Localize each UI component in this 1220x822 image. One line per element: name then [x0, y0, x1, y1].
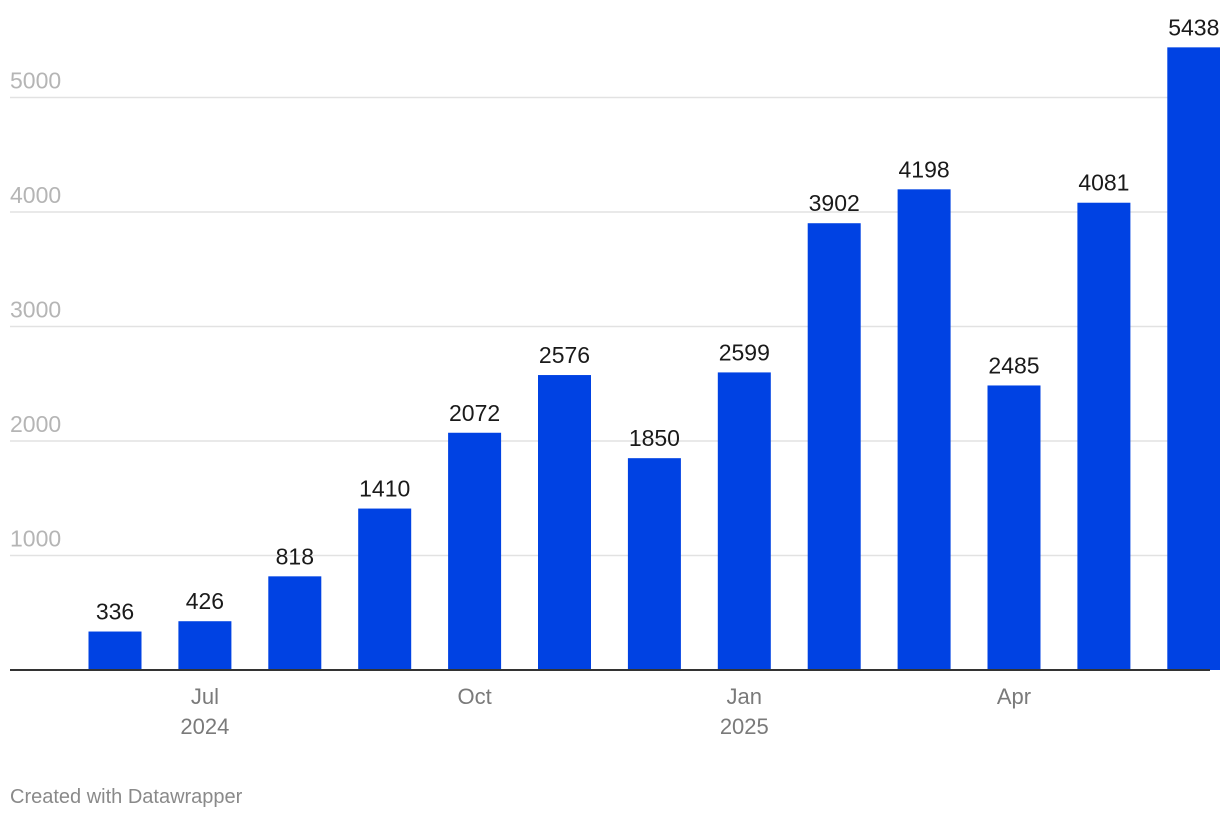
bar-2025-01	[717, 372, 771, 670]
x-tick-label: Jan	[727, 684, 762, 709]
data-label: 2576	[539, 342, 590, 368]
data-label: 426	[186, 588, 224, 614]
x-axis-labels: Jul 2024 Oct Jan 2025 Apr	[180, 684, 1031, 739]
data-label: 1850	[629, 425, 680, 451]
data-labels: 336 426 818 1410 2072 2576 1850 2599 3902 4198 248…	[96, 14, 1220, 624]
data-label: 2485	[988, 352, 1039, 378]
data-label: 336	[96, 599, 134, 625]
x-tick-label: Jul	[191, 684, 219, 709]
data-label: 2072	[449, 400, 500, 426]
x-tick-year-label: 2025	[720, 714, 769, 739]
bar-2025-05	[1077, 202, 1131, 670]
bar-chart: 1000 2000 3000 4000 5000 336 426 818 1410 2072 25…	[10, 14, 1220, 739]
y-tick-label: 2000	[10, 411, 61, 437]
bar-2024-11	[538, 375, 591, 670]
x-tick-year-label: 2024	[180, 714, 229, 739]
x-tick-label: Apr	[997, 684, 1031, 709]
bar-2024-12	[627, 458, 681, 670]
data-label: 1410	[359, 476, 410, 502]
bar-2025-02	[807, 223, 861, 670]
data-label: 4081	[1078, 170, 1129, 196]
y-axis-labels: 1000 2000 3000 4000 5000	[10, 68, 61, 552]
bars	[88, 47, 1220, 671]
data-label: 5438	[1168, 14, 1219, 40]
data-label: 2599	[719, 339, 770, 365]
bar-2024-06	[88, 631, 142, 670]
bar-2024-10	[448, 432, 502, 670]
y-tick-label: 1000	[10, 526, 61, 552]
bar-2025-03	[897, 189, 951, 671]
y-tick-label: 5000	[10, 68, 61, 94]
bar-2024-09	[358, 508, 412, 670]
data-label: 818	[276, 543, 314, 569]
y-tick-label: 4000	[10, 182, 61, 208]
x-tick-label: Oct	[457, 684, 491, 709]
y-tick-label: 3000	[10, 297, 61, 323]
bar-2024-07	[178, 621, 232, 670]
bar-2025-06	[1167, 47, 1220, 670]
bar-2024-08	[268, 576, 322, 670]
datawrapper-credit: Created with Datawrapper	[10, 786, 243, 808]
data-label: 3902	[809, 190, 860, 216]
bar-2025-04	[987, 385, 1041, 670]
data-label: 4198	[899, 156, 950, 182]
